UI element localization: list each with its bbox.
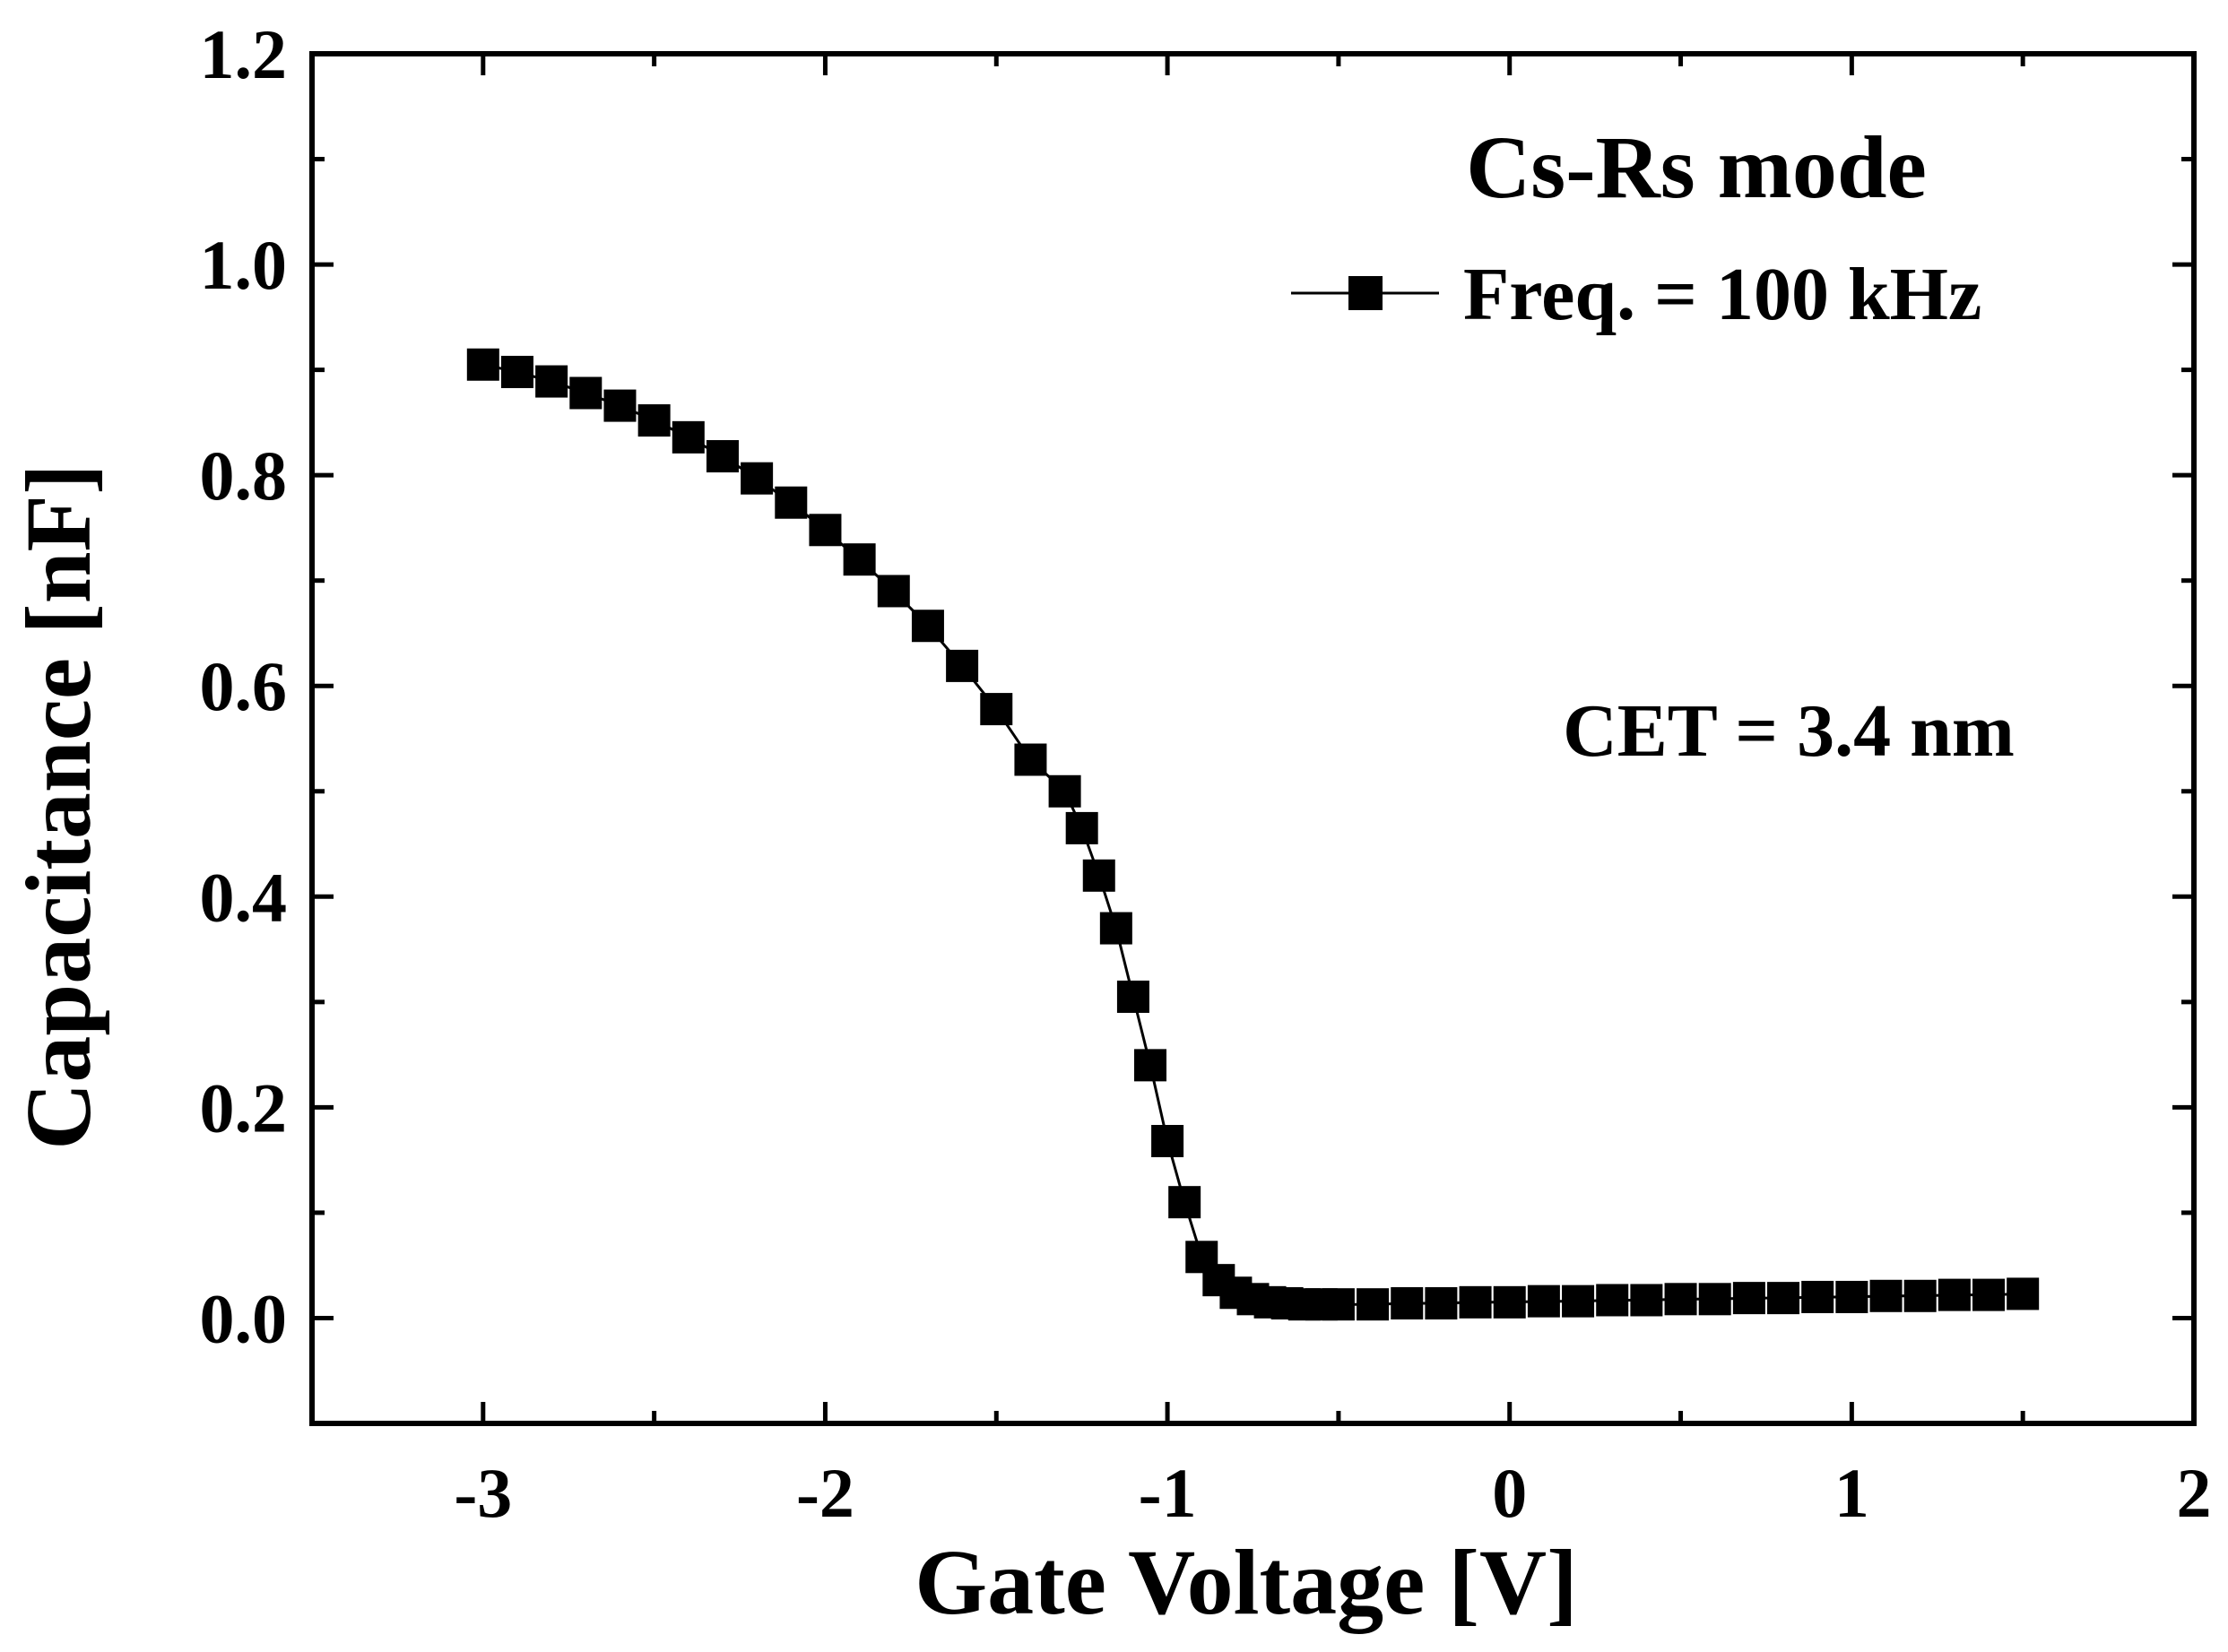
x-axis-title: Gate Voltage [V]: [915, 1531, 1577, 1634]
data-point: [1732, 1282, 1765, 1315]
data-point: [535, 365, 568, 398]
y-tick-label: 0.2: [200, 1068, 288, 1146]
data-point: [1972, 1278, 2006, 1311]
tick-labels: -3 -2 -1 0 1 2 0.0 0.2 0.4 0.6 0.8 1.0 1.2: [200, 15, 2212, 1532]
data-point: [1459, 1285, 1492, 1319]
data-point: [1938, 1278, 1971, 1311]
data-point: [672, 420, 705, 454]
x-tick-label: 0: [1492, 1454, 1527, 1532]
data-point: [980, 693, 1013, 726]
data-point: [1116, 980, 1149, 1013]
y-tick-label: 0.6: [200, 647, 288, 725]
y-tick-label: 0.8: [200, 437, 288, 515]
data-point: [1801, 1280, 1834, 1313]
data-point: [1357, 1288, 1390, 1321]
data-point: [946, 649, 979, 682]
data-point: [2007, 1277, 2040, 1310]
y-tick-label: 0.4: [200, 858, 288, 936]
ticks: [309, 51, 2197, 1426]
data-point: [603, 389, 637, 422]
data-point: [1767, 1282, 1800, 1315]
data-point: [1014, 743, 1047, 776]
data-point: [1391, 1287, 1424, 1320]
data-point: [1664, 1283, 1697, 1316]
cet-annotation: CET = 3.4 nm: [1563, 689, 2015, 773]
data-point: [775, 486, 808, 519]
data-point: [1493, 1285, 1526, 1319]
data-point: [1596, 1284, 1629, 1317]
data-point: [500, 355, 533, 388]
data-point: [1562, 1284, 1595, 1318]
plot-area-border: [309, 51, 2197, 1426]
y-tick-label: 1.0: [200, 226, 288, 304]
data-point: [1099, 912, 1132, 945]
data-point: [843, 543, 876, 576]
plot-frame: [309, 51, 2197, 1426]
data-point: [1082, 859, 1115, 892]
y-tick-label: 0.0: [200, 1279, 288, 1357]
data-point: [1151, 1124, 1184, 1157]
data-point: [809, 514, 842, 547]
data-point: [1903, 1279, 1937, 1312]
data-point: [741, 462, 774, 495]
data-point: [877, 575, 910, 608]
y-tick-label: 1.2: [200, 15, 288, 93]
data-point: [1425, 1287, 1458, 1320]
x-tick-label: -2: [796, 1454, 854, 1532]
x-tick-label: -1: [1139, 1454, 1197, 1532]
data-point: [569, 376, 603, 410]
x-tick-label: 1: [1834, 1454, 1869, 1532]
data-point: [1698, 1283, 1731, 1316]
data-point: [911, 610, 944, 643]
data-point: [706, 439, 739, 472]
data-point: [1869, 1279, 1903, 1312]
data-point: [1048, 774, 1081, 808]
x-tick-label: 2: [2177, 1454, 2212, 1532]
data-point: [466, 348, 499, 381]
data-point: [1322, 1288, 1355, 1321]
x-tick-label: -3: [454, 1454, 512, 1532]
data-point: [1168, 1186, 1201, 1219]
data-point: [1527, 1284, 1560, 1318]
series-line: [482, 363, 2024, 1306]
legend-marker: [1348, 276, 1383, 310]
legend-label: Freq. = 100 kHz: [1463, 253, 1981, 336]
data-point: [1630, 1284, 1663, 1317]
annotation-title: Cs-Rs mode: [1466, 117, 1927, 217]
y-axis-title: Capacitance [nF]: [7, 463, 110, 1149]
series-group: [466, 348, 2040, 1321]
data-point: [1835, 1280, 1868, 1313]
data-point: [1065, 811, 1098, 844]
data-point: [1134, 1049, 1167, 1082]
legend: Freq. = 100 kHz: [1291, 253, 1981, 336]
data-point: [637, 404, 671, 437]
